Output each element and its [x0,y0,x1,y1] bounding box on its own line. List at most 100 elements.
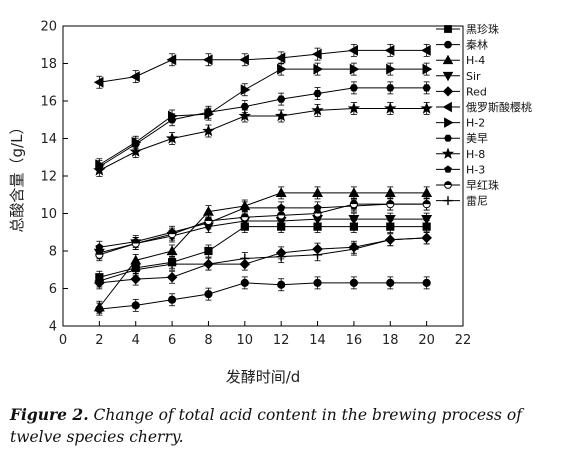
data-point [349,200,359,209]
data-point [238,109,252,122]
x-tick-label: 22 [455,333,472,348]
series-line [99,108,427,171]
series-12 [94,231,432,288]
legend-label: 早红珠 [466,178,499,192]
series-2 [95,276,431,316]
data-point [384,215,396,225]
series-5 [94,231,432,290]
series-10 [95,197,431,254]
series-9 [93,101,433,177]
data-point [349,63,360,75]
y-tick-label: 16 [40,95,57,110]
series-8 [95,81,431,174]
series-1 [95,220,431,284]
data-point [203,259,214,269]
x-tick-label: 0 [59,333,67,348]
data-point [384,44,395,56]
legend-item: H-4 [436,54,485,67]
data-point [204,216,213,226]
x-tick-label: 6 [168,333,176,348]
legend-marker [442,86,454,97]
legend-label: 雷尼 [466,195,488,208]
data-point [422,200,431,209]
series-7 [95,62,433,172]
legend-item: 俄罗斯酸樱桃 [436,100,532,114]
series-line [99,203,427,248]
x-tick-label: 12 [273,333,290,348]
data-point [277,63,287,75]
legend-label: H-3 [466,163,485,176]
plot-frame [62,25,464,327]
data-point [129,145,142,157]
legend-label: H-4 [466,54,485,67]
data-point [420,101,433,114]
data-point [167,230,177,239]
data-point [240,278,249,287]
caption-text: Change of total acid content in the brew… [10,406,522,446]
data-point [313,89,322,98]
data-point [204,108,213,116]
y-tick-label: 4 [49,320,57,335]
data-point [240,84,251,96]
y-tick-label: 8 [49,245,57,260]
data-point [422,84,431,92]
data-point [93,301,105,312]
series-line [99,203,427,256]
series-line [99,237,427,282]
data-point [130,273,142,285]
y-tick-label: 20 [40,20,57,35]
data-point [384,187,396,197]
data-point [348,215,360,225]
data-point [385,235,395,245]
data-point [204,246,213,256]
legend-label: H-2 [466,117,485,130]
legend-item: 早红珠 [436,178,499,192]
data-point [349,84,359,92]
data-point [274,109,288,122]
x-tick-label: 8 [204,333,212,348]
legend-item: H-2 [436,117,485,130]
x-tick-label: 10 [237,333,254,348]
data-point [277,211,286,220]
data-point [313,209,322,218]
data-point [240,103,249,111]
data-point [166,245,178,256]
data-point [131,239,140,248]
data-point [95,250,104,259]
data-point [348,44,359,56]
data-point [167,295,177,304]
data-point [421,44,431,56]
data-point [167,116,177,124]
data-point [386,63,396,75]
series-line [99,68,427,166]
x-tick-label: 14 [309,333,326,348]
y-tick-label: 10 [40,207,57,222]
data-point [313,278,322,287]
data-point [386,200,395,209]
legend-label: 俄罗斯酸樱桃 [466,100,532,114]
data-point [204,290,213,299]
data-point [240,213,249,222]
total-acid-line-chart: 0 2 4 6 8 10 12 14 16 18 20 22 4 6 8 10 12 14 16 18 20 发酵时间/… [8,20,532,387]
x-tick-label: 4 [132,333,140,348]
legend-item: Red [436,85,487,98]
legend-item: 黑珍珠 [436,22,499,36]
data-point [348,187,360,197]
data-point [167,259,177,269]
legend-marker [444,40,452,49]
legend-marker [441,147,455,159]
legend-label: Sir [466,70,481,83]
data-point [239,54,249,66]
data-point [312,250,323,260]
series-4 [93,212,433,260]
series-3 [93,186,433,314]
legend-marker [442,71,454,82]
data-point [349,244,359,254]
data-point [312,187,323,197]
data-point [349,278,359,287]
data-point [131,265,141,275]
legend-label: 黑珍珠 [466,22,499,36]
data-point [93,76,104,88]
legend-marker [444,117,454,128]
